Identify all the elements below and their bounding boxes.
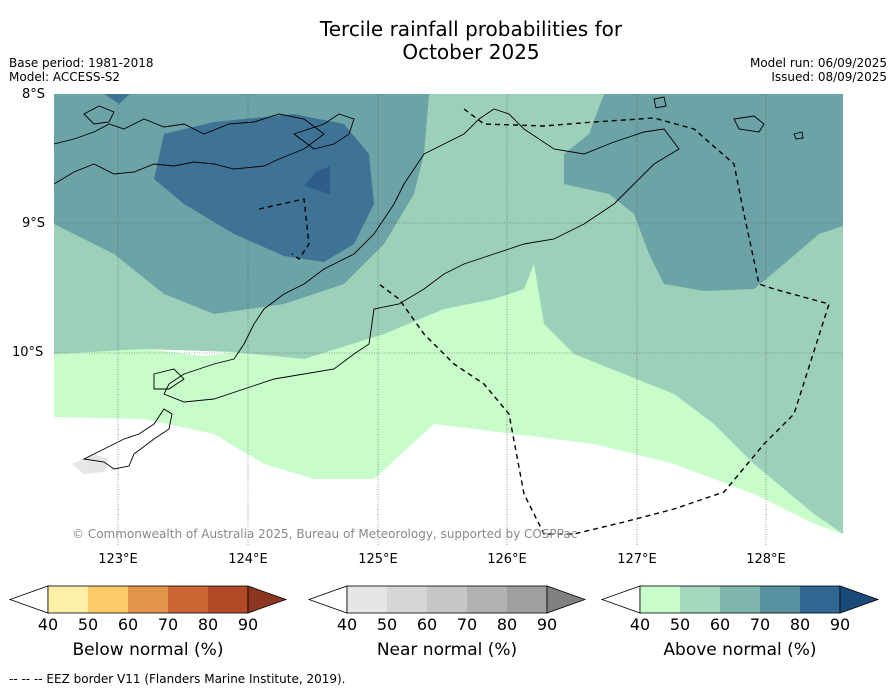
model-run-text: Model run: 06/09/2025 [749,56,887,70]
colorbar-tick-label: 90 [536,615,558,634]
colorbar-above-normal [600,585,880,614]
chart-title: Tercile rainfall probabilities for Octob… [0,18,896,64]
lon-label-127e: 127°E [617,552,657,567]
colorbar-tick-label: 50 [669,615,691,634]
issued-text: Issued: 08/09/2025 [771,70,887,84]
lon-label-123e: 123°E [98,552,138,567]
colorbar-segment [347,586,387,613]
colorbar-tick-label: 80 [496,615,518,634]
colorbar-right-extend [247,585,288,614]
colorbar-tick-label: 60 [117,615,139,634]
colorbar-tick-label: 60 [416,615,438,634]
colorbar-segment [720,586,760,613]
colorbar-tick-label: 50 [376,615,398,634]
above-normal-label: Above normal (%) [663,640,817,660]
colorbar-segment [800,586,840,613]
eez-border [258,108,830,535]
colorbar-below-normal [8,585,288,614]
model-text: Model: ACCESS-S2 [9,70,121,84]
near-normal-patch [72,454,109,474]
colorbar-segment [387,586,427,613]
colorbar-left-extend [600,585,641,614]
colorbar-tick-label: 40 [629,615,651,634]
colorbar-right-extend [839,585,880,614]
colorbar-left-extend [307,585,348,614]
map-gridlines [54,94,843,546]
rainfall-map: © Commonwealth of Australia 2025, Bureau… [54,94,843,546]
colorbar-tick-label: 40 [37,615,59,634]
coastlines [54,96,804,470]
colorbar-tick-label: 90 [829,615,851,634]
above-70-80-region [154,114,374,262]
lon-label-125e: 125°E [358,552,398,567]
colorbar-tick-label: 90 [237,615,259,634]
colorbar-segment [507,586,547,613]
eez-footer-text: -- -- -- EEZ border V11 (Flanders Marine… [9,672,346,686]
lon-label-128e: 128°E [746,552,786,567]
colorbar-tick-label: 80 [789,615,811,634]
colorbar-segment [88,586,128,613]
colorbars [8,585,880,614]
title-line-1: Tercile rainfall probabilities for [319,17,623,41]
colorbar-segment [168,586,208,613]
colorbar-tick-label: 80 [197,615,219,634]
lon-label-126e: 126°E [487,552,527,567]
above-80-90-spot [304,166,330,194]
colorbar-tick-label: 40 [336,615,358,634]
colorbar-tick-label: 50 [77,615,99,634]
copyright-text: © Commonwealth of Australia 2025, Bureau… [72,527,577,541]
colorbar-segment [427,586,467,613]
colorbar-segment [680,586,720,613]
colorbar-near-normal [307,585,587,614]
title-line-2: October 2025 [402,40,540,64]
below-normal-label: Below normal (%) [72,640,224,660]
lat-label-10s: 10°S [12,345,44,360]
above-60-70-region-east [564,94,843,291]
lon-label-124e: 124°E [228,552,268,567]
colorbar-tick-label: 60 [709,615,731,634]
colorbar-segment [208,586,248,613]
colorbar-right-extend [546,585,587,614]
colorbar-left-extend [8,585,49,614]
colorbar-tick-label: 70 [749,615,771,634]
colorbar-tick-label: 70 [456,615,478,634]
lat-label-8s: 8°S [22,87,46,102]
colorbar-segment [48,586,88,613]
colorbar-segment [467,586,507,613]
above-70-80-tip [104,94,130,104]
lat-label-9s: 9°S [22,216,46,231]
colorbar-tick-label: 70 [157,615,179,634]
colorbar-segment [640,586,680,613]
base-period-text: Base period: 1981-2018 [9,56,154,70]
colorbar-segment [128,586,168,613]
near-normal-label: Near normal (%) [376,640,518,660]
colorbar-segment [760,586,800,613]
